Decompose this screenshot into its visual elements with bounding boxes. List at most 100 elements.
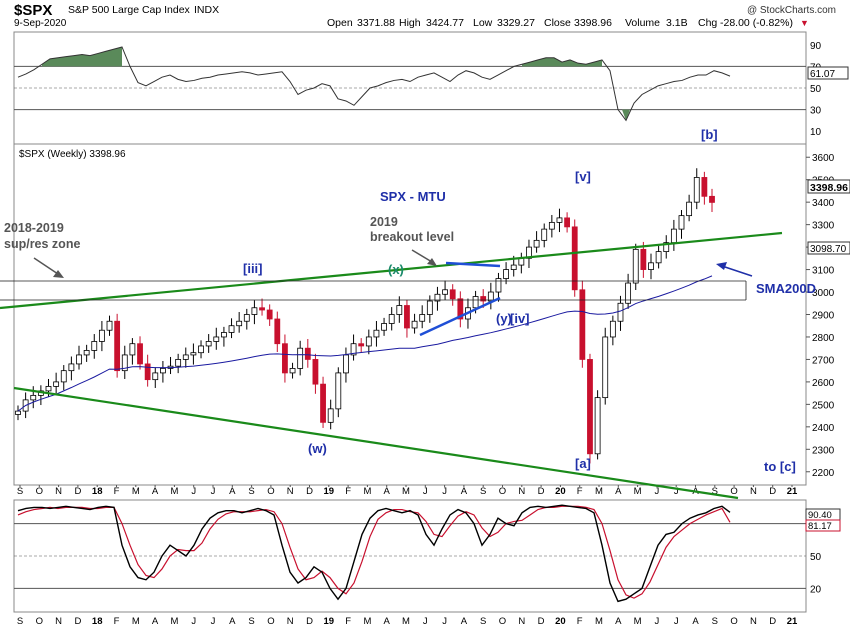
candle-up [670, 228, 677, 244]
candle-down [358, 343, 365, 347]
rsi-line [17, 46, 731, 122]
x-tick-label: J [674, 616, 679, 627]
candle-up [388, 314, 395, 324]
candle-up [411, 320, 418, 329]
price-tick-label: 2600 [812, 378, 835, 389]
x-tick-label: F [345, 616, 351, 627]
close-value-box [807, 179, 850, 194]
candle-up [655, 251, 662, 264]
candle-down [640, 248, 647, 270]
x-tick-label: M [595, 616, 603, 627]
wave-iii-label: [iii] [243, 261, 263, 276]
x-tick-label: S [712, 486, 718, 497]
candle-up [327, 408, 334, 423]
wave-b-label: [b] [701, 127, 718, 142]
candle-up [625, 282, 632, 304]
wave-x-label: (x) [388, 262, 404, 277]
index-name: S&P 500 Large Cap Index [68, 4, 191, 16]
x-tick-label: A [461, 616, 468, 627]
high-value: 3424.77 [426, 17, 464, 29]
x-tick-label: J [211, 616, 216, 627]
zone-arrow-line [33, 257, 59, 275]
rsi-tick-label: 50 [810, 84, 822, 95]
x-tick-label: F [577, 486, 583, 497]
wave-a-label: [a] [575, 456, 591, 471]
x-tick-label: S [480, 616, 486, 627]
x-tick-label: D [306, 616, 313, 627]
rsi-tick-label: 30 [810, 106, 822, 117]
candle-up [434, 293, 441, 302]
wave-iv-label: [iv] [510, 311, 530, 326]
stoch-d-value: 81.17 [808, 521, 832, 532]
spx-mtu-label: SPX - MTU [380, 189, 446, 204]
candle-down [274, 318, 281, 345]
x-tick-label: S [248, 486, 254, 497]
candle-up [335, 372, 342, 410]
wedge-lower-line [419, 296, 501, 337]
stoch-k-line [17, 504, 731, 603]
x-tick-label: N [287, 486, 294, 497]
candle-up [442, 289, 448, 295]
x-tick-label: A [152, 486, 159, 497]
candle-up [632, 248, 639, 284]
candle-up [350, 343, 357, 356]
candle-up [76, 354, 82, 365]
chg-label: Chg [698, 17, 717, 29]
x-tick-label: S [480, 486, 486, 497]
x-tick-label: J [423, 486, 428, 497]
candle-down [312, 359, 319, 385]
candle-up [15, 410, 21, 415]
candle-up [53, 381, 60, 387]
candle-up [190, 352, 197, 356]
candle-down [114, 320, 121, 372]
volume-label: Volume [625, 17, 660, 29]
price-tick-label: 2300 [812, 445, 835, 456]
down-arrow-icon: ▼ [800, 18, 809, 28]
x-tick-label: 18 [92, 616, 103, 627]
candle-up [198, 345, 204, 354]
x-tick-label: A [152, 616, 159, 627]
x-tick-label: F [114, 616, 120, 627]
breakout-year-label: 2019 [370, 215, 398, 229]
x-tick-label: M [132, 616, 140, 627]
x-tick-label: N [55, 486, 62, 497]
candle-up [472, 296, 479, 309]
candle-up [98, 329, 105, 342]
candle-down [564, 217, 570, 228]
open-label: Open [327, 17, 353, 29]
x-tick-label: M [402, 616, 410, 627]
x-tick-label: F [114, 486, 120, 497]
price-tick-label: 2200 [812, 468, 835, 479]
x-tick-label: 18 [92, 486, 103, 497]
x-tick-label: A [615, 486, 622, 497]
x-tick-label: D [769, 486, 776, 497]
candle-up [648, 262, 654, 270]
stoch-tick-label: 50 [810, 552, 822, 563]
candle-down [579, 289, 586, 360]
candle-up [503, 269, 509, 279]
x-tick-label: 20 [555, 486, 566, 497]
x-tick-label: M [170, 616, 178, 627]
price-tick-label: 2500 [812, 400, 835, 411]
wave-c-label: to [c] [764, 459, 796, 474]
close-value: 3398.96 [574, 17, 612, 29]
candle-down [282, 343, 288, 374]
x-tick-label: S [712, 616, 718, 627]
sma200-label: SMA200D [756, 281, 816, 296]
x-tick-label: A [692, 616, 699, 627]
x-tick-label: M [170, 486, 178, 497]
candle-up [419, 314, 426, 322]
x-tick-label: N [750, 486, 757, 497]
symbol: $SPX [14, 2, 52, 19]
rsi-tick-label: 90 [810, 41, 822, 52]
x-tick-label: D [769, 616, 776, 627]
price-panel-title: $SPX (Weekly) 3398.96 [19, 149, 126, 160]
x-tick-label: N [518, 616, 525, 627]
breakout-arrow-icon [427, 258, 437, 266]
price-tick-label: 2700 [812, 355, 835, 366]
x-tick-label: J [442, 486, 447, 497]
candle-up [373, 329, 380, 338]
candle-down [449, 289, 456, 300]
rsi-oversold-fill [622, 109, 630, 121]
